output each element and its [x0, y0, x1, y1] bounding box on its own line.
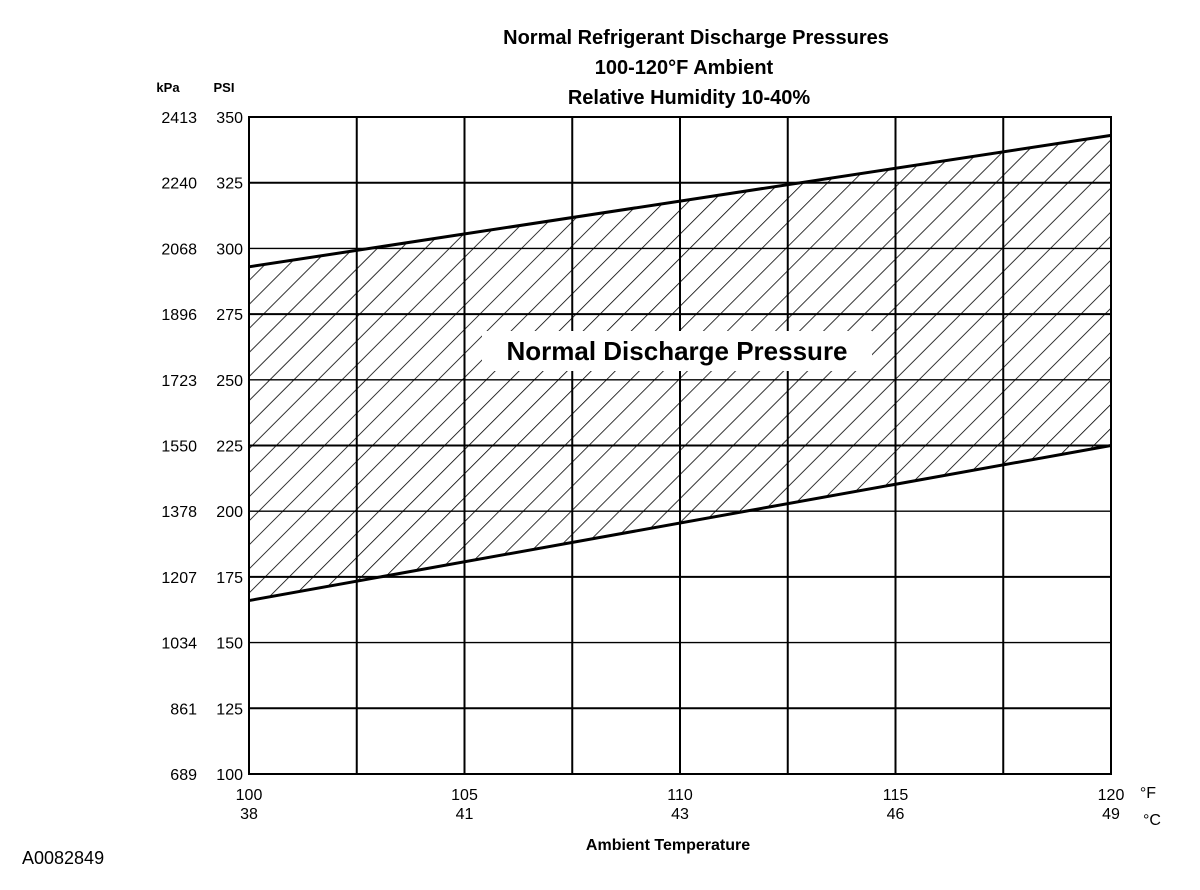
y-tick-kpa: 1378	[161, 504, 197, 521]
x-tick-celsius: 38	[240, 806, 258, 823]
y-tick-psi: 225	[216, 439, 243, 456]
y-tick-kpa: 1723	[161, 373, 197, 390]
figure-id: A0082849	[22, 848, 104, 868]
x-tick-fahrenheit: 110	[667, 787, 693, 804]
x-tick-fahrenheit: 105	[451, 787, 478, 804]
chart-title: Normal Refrigerant Discharge Pressures 1…	[503, 27, 889, 109]
y-tick-psi: 350	[216, 110, 243, 127]
y-tick-psi: 275	[216, 307, 243, 324]
y-tick-kpa: 1550	[161, 439, 197, 456]
chart-title-line-1: Normal Refrigerant Discharge Pressures	[503, 27, 889, 49]
y-tick-psi: 325	[216, 176, 243, 193]
y-tick-kpa: 689	[170, 767, 197, 784]
kpa-axis-header: kPa	[156, 80, 180, 95]
celsius-unit-label: °C	[1143, 812, 1161, 829]
x-tick-fahrenheit: 120	[1098, 787, 1125, 804]
band-label: Normal Discharge Pressure	[506, 336, 847, 366]
psi-axis-header: PSI	[214, 80, 235, 95]
y-tick-kpa: 861	[170, 701, 197, 718]
y-tick-kpa: 2240	[161, 176, 197, 193]
y-tick-psi: 150	[216, 636, 243, 653]
x-tick-fahrenheit: 100	[236, 787, 263, 804]
x-axis-ticks: 100 38 105 41 110 43 115 46 120 49	[236, 787, 1125, 823]
y-tick-psi: 200	[216, 504, 243, 521]
y-tick-kpa: 1034	[161, 636, 197, 653]
y-tick-kpa: 1207	[161, 570, 197, 587]
chart-title-line-2: 100-120°F Ambient	[595, 57, 774, 79]
y-axis-ticks: 2413 350 2240 325 2068 300 1896 275 1723 250 1550 2…	[161, 110, 243, 784]
y-tick-psi: 300	[216, 241, 243, 258]
chart-title-line-3: Relative Humidity 10-40%	[568, 87, 811, 109]
upper-limit-line	[248, 133, 1112, 269]
fahrenheit-unit-label: °F	[1140, 785, 1156, 802]
x-tick-fahrenheit: 115	[883, 787, 909, 804]
x-tick-celsius: 41	[456, 806, 474, 823]
plot-area-frame	[248, 116, 1112, 775]
band-label-background	[482, 331, 872, 371]
x-tick-celsius: 46	[887, 806, 905, 823]
lower-limit-line	[248, 444, 1112, 603]
x-tick-celsius: 43	[671, 806, 689, 823]
x-tick-celsius: 49	[1102, 806, 1120, 823]
y-tick-psi: 175	[216, 570, 243, 587]
x-axis-label: Ambient Temperature	[586, 837, 750, 854]
y-tick-kpa: 1896	[161, 307, 197, 324]
y-tick-kpa: 2413	[161, 110, 197, 127]
y-tick-psi: 100	[216, 767, 243, 784]
y-tick-kpa: 2068	[161, 241, 197, 258]
y-tick-psi: 250	[216, 373, 243, 390]
y-tick-psi: 125	[216, 701, 243, 718]
